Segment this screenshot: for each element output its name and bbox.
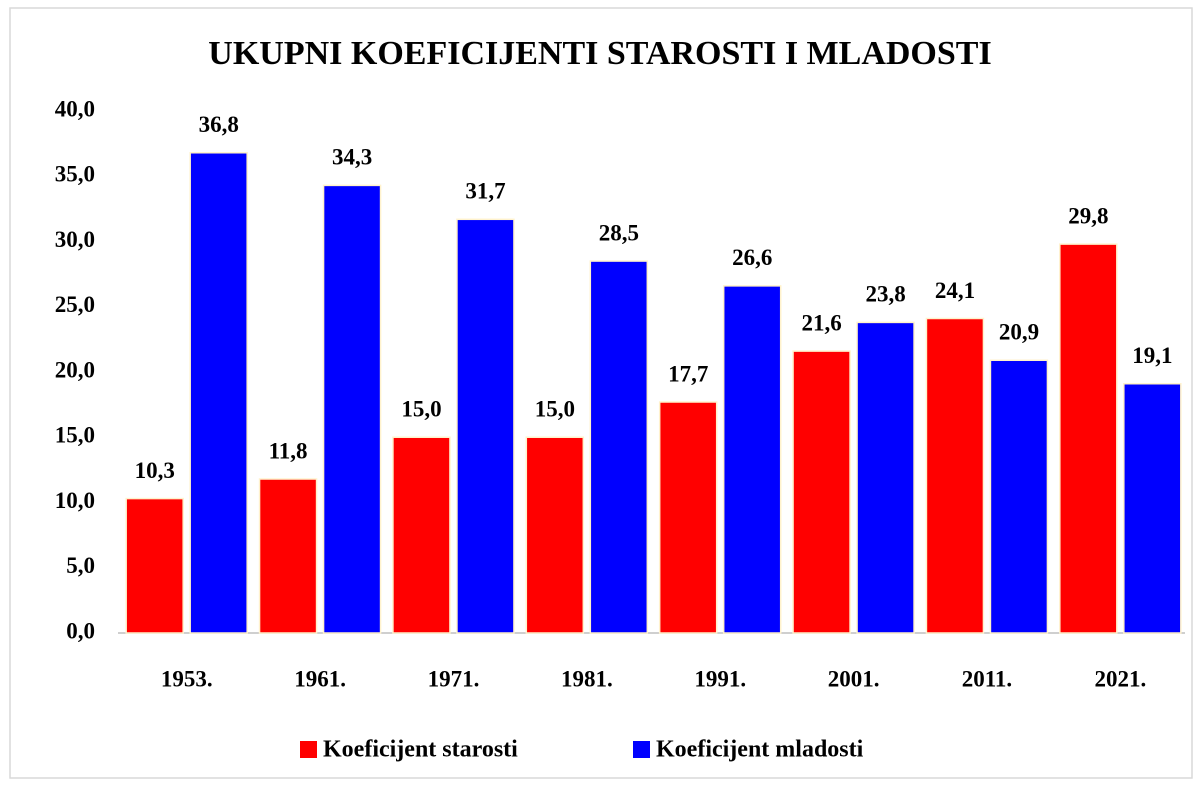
- data-label: 15,0: [401, 397, 441, 422]
- legend-swatch: [300, 741, 317, 758]
- data-label: 29,8: [1068, 203, 1108, 228]
- bar: [258, 478, 318, 634]
- legend-swatch: [633, 741, 650, 758]
- bar: [589, 260, 649, 634]
- bar: [456, 218, 515, 634]
- y-tick-label: 35,0: [55, 162, 95, 187]
- bar: [989, 359, 1049, 634]
- chart-title: UKUPNI KOEFICIJENTI STAROSTI I MLADOSTI: [208, 35, 991, 72]
- y-tick-label: 10,0: [55, 488, 95, 513]
- bar: [1123, 382, 1182, 634]
- x-tick-label: 2021.: [1094, 666, 1146, 691]
- bar: [322, 184, 382, 634]
- x-tick-label: 2011.: [962, 666, 1012, 691]
- y-tick-label: 0,0: [66, 618, 95, 643]
- y-tick-label: 30,0: [55, 227, 95, 252]
- x-tick-label: 1981.: [561, 666, 613, 691]
- x-tick-label: 1971.: [428, 666, 480, 691]
- data-label: 31,7: [465, 179, 505, 204]
- legend-label: Koeficijent mladosti: [656, 737, 864, 763]
- data-label: 34,3: [332, 145, 372, 170]
- y-tick-label: 40,0: [55, 96, 95, 121]
- bar: [525, 436, 585, 634]
- data-label: 23,8: [865, 282, 905, 307]
- x-tick-label: 1991.: [694, 666, 746, 691]
- bar: [856, 321, 915, 634]
- data-label: 15,0: [535, 397, 575, 422]
- bar: [722, 285, 782, 634]
- x-tick-label: 1953.: [161, 666, 213, 691]
- data-label: 26,6: [732, 245, 772, 270]
- data-label: 24,1: [935, 278, 975, 303]
- bar: [125, 497, 184, 634]
- data-label: 20,9: [999, 320, 1039, 345]
- y-tick-label: 20,0: [55, 357, 95, 382]
- bar: [1059, 243, 1118, 634]
- data-label: 17,7: [668, 361, 708, 386]
- bar: [392, 436, 451, 634]
- data-label: 28,5: [599, 220, 639, 245]
- data-label: 10,3: [135, 458, 175, 483]
- y-tick-label: 5,0: [66, 553, 95, 578]
- x-tick-label: 1961.: [294, 666, 346, 691]
- data-label: 19,1: [1132, 343, 1172, 368]
- data-label: 36,8: [199, 112, 239, 137]
- x-tick-label: 2001.: [828, 666, 880, 691]
- bar: [189, 152, 248, 634]
- data-label: 11,8: [269, 438, 308, 463]
- data-label: 21,6: [801, 310, 841, 335]
- bar: [925, 317, 985, 634]
- legend-label: Koeficijent starosti: [323, 737, 518, 763]
- y-tick-label: 15,0: [55, 423, 95, 448]
- y-tick-label: 25,0: [55, 292, 95, 317]
- bar: [792, 350, 851, 634]
- bar: [658, 401, 718, 634]
